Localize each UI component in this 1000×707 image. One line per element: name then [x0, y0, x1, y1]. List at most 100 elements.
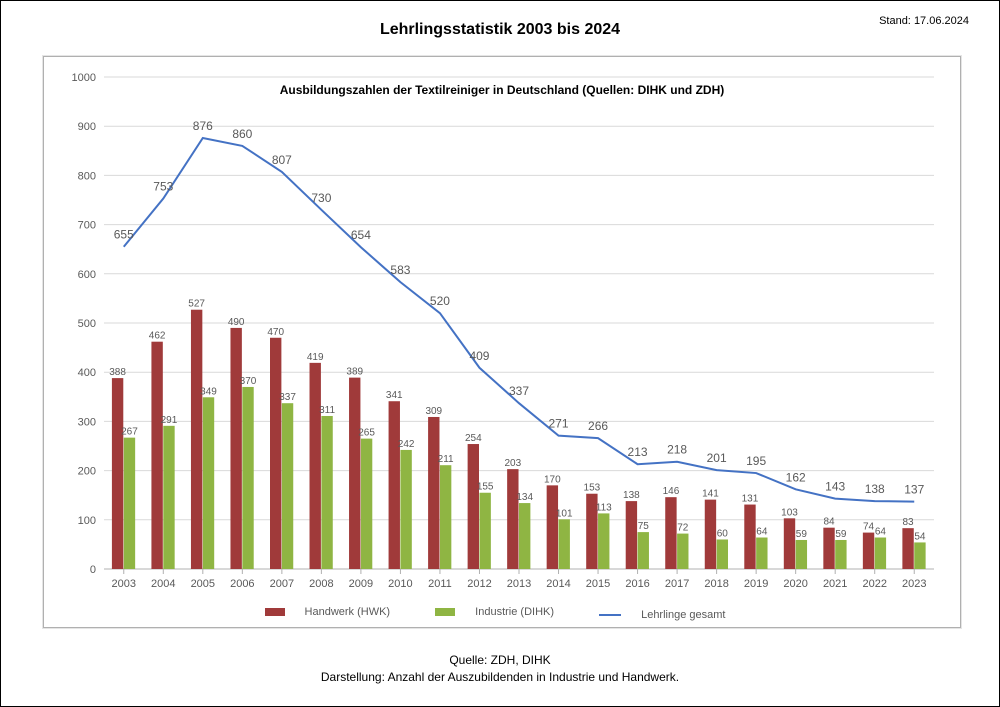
svg-text:242: 242: [398, 439, 415, 450]
status-value: 17.06.2024: [914, 15, 969, 27]
svg-text:341: 341: [386, 390, 403, 401]
svg-text:1000: 1000: [72, 72, 96, 84]
svg-text:462: 462: [149, 331, 166, 342]
legend-swatch-dihk: [435, 608, 455, 616]
legend-label-hwk: Handwerk (HWK): [305, 606, 391, 618]
svg-text:291: 291: [161, 415, 178, 426]
page-title: Lehrlingsstatistik 2003 bis 2024: [1, 21, 999, 39]
svg-text:131: 131: [742, 494, 759, 505]
svg-text:2017: 2017: [665, 578, 689, 590]
svg-text:72: 72: [677, 523, 689, 534]
svg-text:2011: 2011: [428, 578, 452, 590]
svg-text:2021: 2021: [823, 578, 847, 590]
svg-text:520: 520: [430, 294, 450, 308]
svg-text:600: 600: [78, 269, 96, 281]
svg-text:388: 388: [109, 367, 126, 378]
svg-text:138: 138: [623, 490, 640, 501]
chart-container: Ausbildungszahlen der Textilreiniger in …: [43, 56, 961, 628]
svg-text:2008: 2008: [309, 578, 333, 590]
svg-text:2012: 2012: [467, 578, 491, 590]
legend-item-hwk: Handwerk (HWK): [265, 606, 405, 618]
svg-text:60: 60: [717, 528, 729, 539]
svg-text:101: 101: [556, 508, 573, 519]
svg-text:500: 500: [78, 318, 96, 330]
svg-text:254: 254: [465, 433, 482, 444]
svg-text:201: 201: [707, 451, 727, 465]
legend-swatch-hwk: [265, 608, 285, 616]
svg-text:211: 211: [438, 454, 454, 465]
svg-text:400: 400: [78, 367, 96, 379]
svg-text:2013: 2013: [507, 578, 531, 590]
svg-text:195: 195: [746, 454, 766, 468]
svg-text:143: 143: [825, 480, 845, 494]
svg-text:753: 753: [153, 180, 173, 194]
legend: Handwerk (HWK) Industrie (DIHK) Lehrling…: [44, 606, 960, 621]
svg-text:2007: 2007: [270, 578, 294, 590]
svg-text:311: 311: [319, 405, 335, 416]
svg-text:2005: 2005: [191, 578, 215, 590]
svg-text:655: 655: [114, 228, 134, 242]
svg-text:2018: 2018: [704, 578, 728, 590]
svg-text:654: 654: [351, 228, 371, 242]
svg-text:2019: 2019: [744, 578, 768, 590]
footer-line-2: Darstellung: Anzahl der Auszubildenden i…: [1, 669, 999, 686]
svg-text:309: 309: [425, 406, 442, 417]
svg-text:2006: 2006: [230, 578, 254, 590]
svg-text:137: 137: [904, 483, 924, 497]
svg-text:860: 860: [232, 127, 252, 141]
svg-text:64: 64: [875, 527, 887, 538]
svg-text:349: 349: [200, 386, 217, 397]
svg-text:527: 527: [188, 299, 205, 310]
svg-text:2004: 2004: [151, 578, 175, 590]
page: Lehrlingsstatistik 2003 bis 2024 Stand: …: [0, 0, 1000, 707]
svg-text:0: 0: [90, 564, 96, 576]
footer: Quelle: ZDH, DIHK Darstellung: Anzahl de…: [1, 652, 999, 686]
svg-text:2016: 2016: [625, 578, 649, 590]
svg-text:876: 876: [193, 119, 213, 133]
svg-text:2009: 2009: [349, 578, 373, 590]
footer-line-1: Quelle: ZDH, DIHK: [1, 652, 999, 669]
svg-text:54: 54: [914, 531, 926, 542]
svg-text:134: 134: [516, 492, 533, 503]
svg-text:370: 370: [240, 376, 257, 387]
svg-text:730: 730: [311, 191, 331, 205]
svg-text:59: 59: [835, 529, 847, 540]
svg-text:141: 141: [702, 489, 719, 500]
svg-text:203: 203: [504, 458, 521, 469]
svg-text:146: 146: [663, 486, 680, 497]
svg-text:103: 103: [781, 507, 798, 518]
chart-svg: 0100200300400500600700800900100020032004…: [44, 57, 960, 597]
svg-text:113: 113: [596, 502, 612, 513]
svg-text:162: 162: [786, 470, 806, 484]
svg-text:800: 800: [78, 170, 96, 182]
svg-text:267: 267: [121, 427, 138, 438]
svg-text:213: 213: [628, 445, 648, 459]
svg-text:300: 300: [78, 416, 96, 428]
svg-text:583: 583: [390, 263, 410, 277]
legend-item-total: Lehrlinge gesamt: [599, 609, 739, 621]
svg-text:2003: 2003: [112, 578, 136, 590]
svg-text:2022: 2022: [862, 578, 886, 590]
svg-text:83: 83: [903, 517, 915, 528]
legend-lineswatch-total: [599, 614, 621, 616]
svg-text:153: 153: [584, 483, 601, 494]
svg-text:409: 409: [469, 349, 489, 363]
svg-text:490: 490: [228, 317, 245, 328]
svg-text:419: 419: [307, 352, 324, 363]
svg-text:271: 271: [549, 417, 569, 431]
svg-text:2014: 2014: [546, 578, 570, 590]
svg-text:59: 59: [796, 529, 808, 540]
svg-text:265: 265: [358, 428, 375, 439]
svg-text:75: 75: [638, 521, 650, 532]
svg-text:200: 200: [78, 466, 96, 478]
svg-text:807: 807: [272, 153, 292, 167]
svg-text:2020: 2020: [783, 578, 807, 590]
svg-text:84: 84: [823, 517, 835, 528]
svg-text:266: 266: [588, 419, 608, 433]
svg-text:100: 100: [78, 515, 96, 527]
svg-text:389: 389: [346, 367, 363, 378]
svg-text:2015: 2015: [586, 578, 610, 590]
status-prefix: Stand:: [879, 15, 911, 27]
status-date: Stand: 17.06.2024: [879, 15, 969, 27]
legend-item-dihk: Industrie (DIHK): [435, 606, 568, 618]
